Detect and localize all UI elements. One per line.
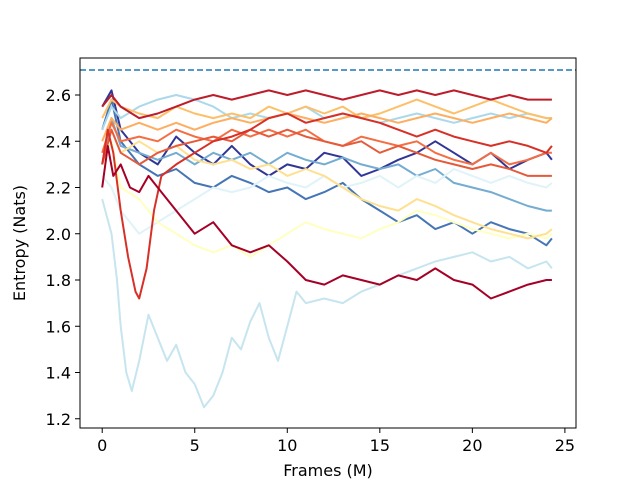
y-tick-label: 2.6 [46,86,71,105]
x-tick-label: 5 [190,436,200,455]
x-tick-label: 0 [97,436,107,455]
series-line-9 [101,98,552,120]
y-axis-label: Entropy (Nats) [10,185,29,301]
y-tick-label: 2.4 [46,132,71,151]
x-axis-ticks: 0 5 10 15 20 25 [97,428,575,455]
series-line-12 [101,128,552,177]
y-tick-label: 1.4 [46,364,71,383]
y-tick-label: 1.6 [46,317,71,336]
plot-frame [79,57,577,429]
series-line-10 [101,112,553,142]
y-tick-label: 1.8 [46,271,71,290]
series-line-13 [101,112,553,300]
series-line-14 [101,89,552,120]
series-lines [101,89,553,409]
y-tick-label: 2.0 [46,225,71,244]
y-tick-label: 1.2 [46,410,71,429]
y-axis-ticks: 1.2 1.4 1.6 1.8 2.0 2.2 2.4 2.6 [46,86,80,429]
x-tick-label: 20 [462,436,482,455]
y-tick-label: 2.2 [46,179,71,198]
series-line-7 [101,140,553,258]
series-line-15 [101,144,552,300]
x-tick-label: 25 [555,436,575,455]
series-line-5 [101,198,553,409]
series-line-3 [101,117,552,212]
x-tick-label: 10 [277,436,297,455]
x-axis-label: Frames (M) [283,461,373,480]
x-tick-label: 15 [370,436,390,455]
